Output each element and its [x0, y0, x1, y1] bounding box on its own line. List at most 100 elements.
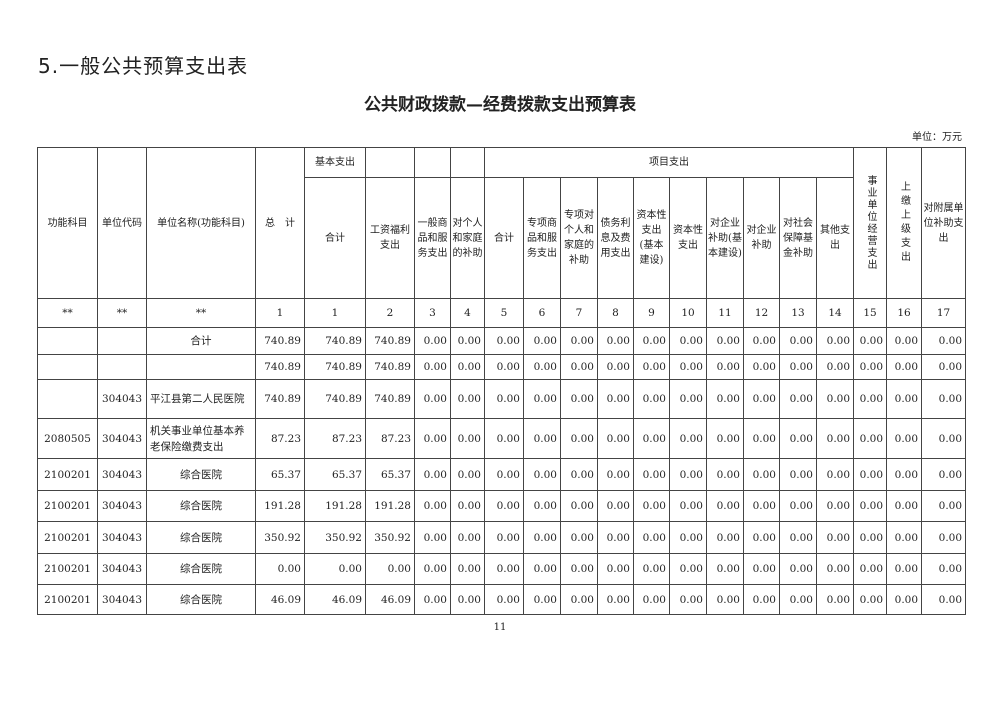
- cell: 0.00: [414, 327, 451, 355]
- cell: 0.00: [597, 521, 634, 554]
- cell: 87.23: [365, 418, 415, 459]
- cell: 0.00: [921, 418, 967, 459]
- header-name: 单位名称(功能科目): [146, 147, 256, 299]
- cell: 740.89: [255, 327, 305, 355]
- cell: 0.00: [706, 458, 744, 491]
- cell: 65.37: [365, 458, 415, 491]
- table-row: 304043 平江县第二人民医院 740.89 740.89 740.89 0.00 0.0…: [37, 379, 967, 419]
- cell: [97, 354, 147, 380]
- header-col-5: 合计: [484, 177, 524, 299]
- cell: 0.00: [886, 458, 923, 491]
- cell: 2080505: [37, 418, 98, 459]
- cell: **: [97, 298, 147, 328]
- cell: 0.00: [921, 354, 967, 380]
- table-title: 公共财政拨款—经费拨款支出预算表: [364, 95, 636, 115]
- cell: 0.00: [597, 553, 634, 585]
- cell: 0.00: [484, 354, 524, 380]
- cell: 191.28: [255, 490, 305, 522]
- cell: 0.00: [450, 418, 485, 459]
- cell: 0.00: [414, 490, 451, 522]
- cell: 46.09: [365, 584, 415, 615]
- cell: 5: [484, 298, 524, 328]
- cell: 0.00: [523, 327, 561, 355]
- cell: 0.00: [484, 327, 524, 355]
- table-row: 2100201 304043 综合医院 350.92 350.92 350.92 0.00 0…: [37, 521, 967, 554]
- cell: 综合医院: [146, 553, 256, 585]
- cell: 0.00: [706, 379, 744, 419]
- header-basic: 基本支出: [304, 147, 366, 178]
- cell: 0.00: [633, 458, 670, 491]
- cell: 12: [743, 298, 780, 328]
- cell: 0.00: [633, 418, 670, 459]
- cell: 0.00: [484, 521, 524, 554]
- cell: 0.00: [921, 521, 967, 554]
- cell: 0.00: [633, 521, 670, 554]
- cell: 0.00: [886, 354, 923, 380]
- cell: 0.00: [743, 490, 780, 522]
- cell: 350.92: [255, 521, 305, 554]
- cell: 740.89: [365, 354, 415, 380]
- cell: 16: [886, 298, 923, 328]
- cell: 0.00: [779, 379, 817, 419]
- cell: 0.00: [633, 379, 670, 419]
- cell: 740.89: [304, 327, 366, 355]
- cell: 191.28: [365, 490, 415, 522]
- cell: 0.00: [815, 379, 855, 419]
- cell: 0.00: [414, 584, 451, 615]
- cell: 0.00: [669, 379, 707, 419]
- cell: **: [146, 298, 256, 328]
- cell: 304043: [97, 379, 147, 419]
- cell: 0.00: [669, 418, 707, 459]
- cell: 0.00: [669, 458, 707, 491]
- cell: 0.00: [669, 584, 707, 615]
- cell: 0.00: [815, 418, 855, 459]
- header-total: 总 计: [255, 147, 305, 299]
- header-col-16: 上缴上级支出: [886, 147, 923, 299]
- table-row: 合计 740.89 740.89 740.89 0.00 0.00 0.00 0.00 0.00…: [37, 327, 967, 355]
- cell: 350.92: [365, 521, 415, 554]
- cell: 14: [815, 298, 855, 328]
- cell: 0.00: [921, 584, 967, 615]
- cell: [146, 354, 256, 380]
- cell: 87.23: [255, 418, 305, 459]
- cell: 0.00: [450, 521, 485, 554]
- cell: 0.00: [523, 490, 561, 522]
- cell: 0.00: [921, 379, 967, 419]
- cell: 0.00: [484, 458, 524, 491]
- cell: 0.00: [633, 553, 670, 585]
- cell: 0.00: [815, 553, 855, 585]
- cell: 304043: [97, 490, 147, 522]
- cell: 191.28: [304, 490, 366, 522]
- cell: 0.00: [886, 584, 923, 615]
- cell: 304043: [97, 418, 147, 459]
- table-row: 740.89 740.89 740.89 0.00 0.00 0.00 0.00 0.00 0.…: [37, 354, 967, 380]
- cell: 平江县第二人民医院: [146, 379, 256, 419]
- cell: 0.00: [414, 354, 451, 380]
- cell: 0.00: [853, 584, 888, 615]
- header-col-3: 一般商品和服务支出: [414, 177, 451, 299]
- cell: 304043: [97, 521, 147, 554]
- cell: [37, 354, 98, 380]
- cell: 65.37: [304, 458, 366, 491]
- cell: 0.00: [523, 521, 561, 554]
- cell: 0.00: [853, 379, 888, 419]
- cell: 2100201: [37, 458, 98, 491]
- cell: 0.00: [484, 553, 524, 585]
- cell: 0.00: [815, 327, 855, 355]
- cell: 0.00: [560, 553, 598, 585]
- header-func: 功能科目: [37, 147, 98, 299]
- cell: 0.00: [779, 553, 817, 585]
- cell: 0.00: [560, 458, 598, 491]
- cell: 0.00: [779, 458, 817, 491]
- cell: 0.00: [743, 458, 780, 491]
- cell: 0.00: [921, 327, 967, 355]
- cell: 0.00: [450, 553, 485, 585]
- cell: 304043: [97, 584, 147, 615]
- section-title: 5.一般公共预算支出表: [38, 54, 249, 78]
- table-row: 2100201 304043 综合医院 191.28 191.28 191.28 0.00 0…: [37, 490, 967, 522]
- header-col-2: 工资福利支出: [365, 177, 415, 299]
- cell: 0.00: [853, 418, 888, 459]
- cell: 0.00: [853, 553, 888, 585]
- cell: 综合医院: [146, 521, 256, 554]
- header-col-13: 对社会保障基金补助: [779, 177, 817, 299]
